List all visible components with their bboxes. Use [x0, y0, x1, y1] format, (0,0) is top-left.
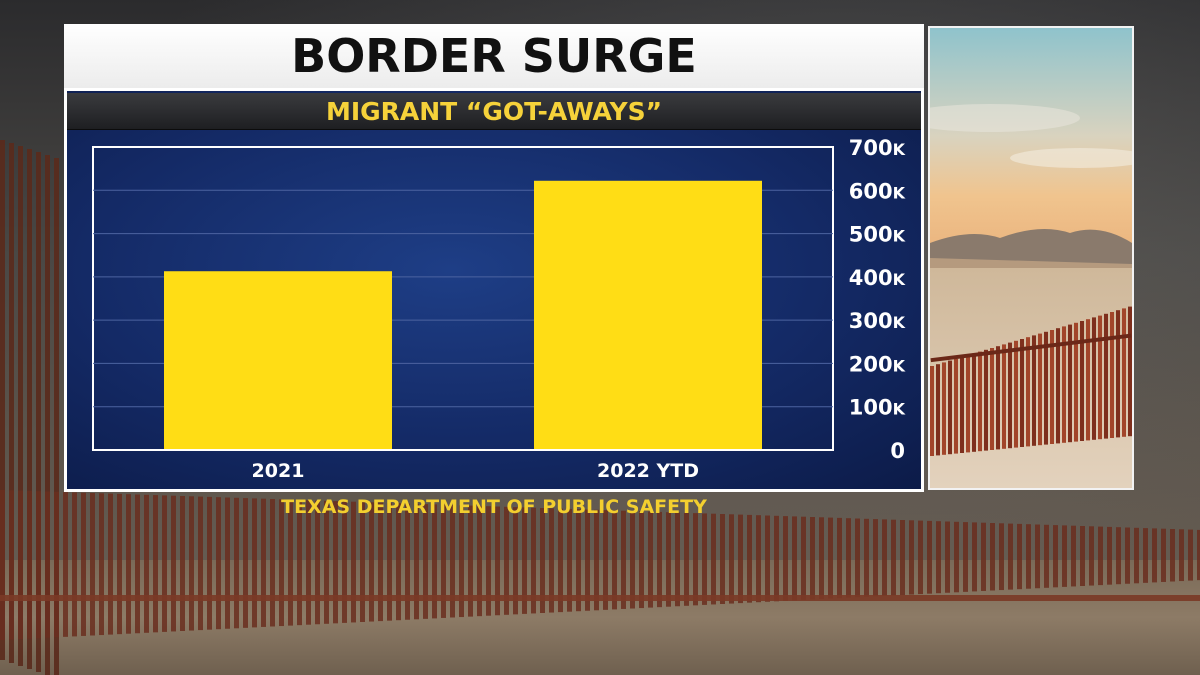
- bar-2022-ytd: [534, 180, 762, 449]
- y-tick-label: 700K: [849, 136, 906, 160]
- chart-area: 0 100K 200K 300K 400K 500K 600K 700K 2021 2022 YT…: [67, 91, 921, 489]
- headline: BORDER SURGE: [64, 24, 924, 88]
- x-tick-label: 2022 YTD: [597, 460, 699, 482]
- border-wall-photo: [928, 26, 1134, 490]
- bar-chart: 0 100K 200K 300K 400K 500K 600K 700K 2021 2022 YT…: [92, 136, 906, 482]
- y-tick-label: 300K: [849, 309, 906, 333]
- y-tick-label: 400K: [849, 266, 906, 290]
- y-tick-label: 600K: [849, 179, 906, 203]
- bar-2021: [164, 271, 392, 449]
- chart-source: TEXAS DEPARTMENT OF PUBLIC SAFETY: [281, 496, 707, 518]
- x-tick-label: 2021: [252, 460, 305, 482]
- y-tick-label: 0: [890, 439, 905, 463]
- chart-panel: BORDER SURGE 0 100K 200K 300K 400K 500K 600K 70…: [64, 24, 924, 492]
- y-tick-label: 500K: [849, 223, 906, 247]
- y-tick-label: 100K: [849, 396, 906, 420]
- y-tick-label: 200K: [849, 352, 906, 376]
- plot-frame: [92, 146, 834, 451]
- chart-subheadline: MIGRANT “GOT-AWAYS”: [67, 93, 921, 130]
